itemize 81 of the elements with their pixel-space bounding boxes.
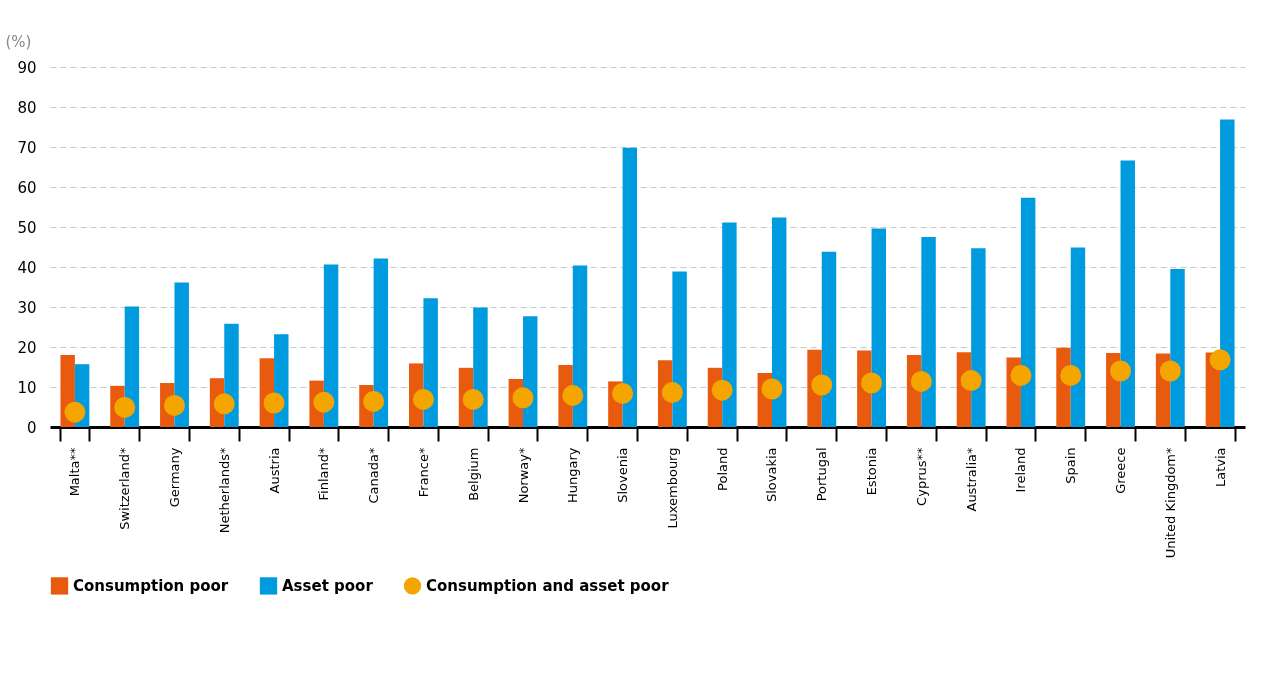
x-tick-label: Finland* <box>316 447 332 501</box>
point <box>462 388 484 410</box>
point <box>512 387 534 409</box>
bar <box>174 282 189 427</box>
bar <box>722 222 737 427</box>
legend-label: Asset poor <box>282 576 374 595</box>
x-tick-label: Hungary <box>565 447 581 504</box>
x-tick-label: Slovakia <box>764 447 780 503</box>
point <box>1209 349 1231 371</box>
bar <box>622 147 638 427</box>
bar <box>821 251 837 427</box>
bar <box>672 271 687 427</box>
x-tick-label: Malta** <box>67 447 83 497</box>
point <box>163 394 185 416</box>
x-tick-label: France* <box>415 447 431 498</box>
bar <box>1120 160 1135 427</box>
x-tick-label: Norway* <box>515 447 531 504</box>
point <box>412 388 434 410</box>
point <box>363 390 385 412</box>
point <box>661 382 683 404</box>
x-tick-label: Austria <box>266 447 282 494</box>
y-tick-label: 10 <box>17 378 37 397</box>
x-tick-label: Slovenia <box>615 447 631 503</box>
legend-label: Consumption and asset poor <box>426 576 670 595</box>
point <box>910 370 932 392</box>
bar <box>323 264 339 427</box>
bar <box>423 298 438 427</box>
point <box>213 393 235 415</box>
x-tick-label: Spain <box>1063 447 1079 484</box>
point <box>263 392 285 414</box>
y-axis-title: (%) <box>5 32 32 51</box>
bar <box>921 237 936 427</box>
point <box>562 384 584 406</box>
y-tick-label: 60 <box>17 178 37 197</box>
x-tick-label: Belgium <box>465 447 481 501</box>
x-tick-label: Netherlands* <box>216 447 232 534</box>
point <box>612 382 634 404</box>
point <box>1159 360 1181 382</box>
point <box>1010 364 1032 386</box>
x-tick-label: Poland <box>714 447 730 491</box>
x-tick-label: Ireland <box>1013 447 1029 493</box>
x-tick-label: Germany <box>166 447 182 508</box>
point <box>861 372 883 394</box>
bar <box>871 228 886 427</box>
bar <box>971 248 986 427</box>
y-tick-label: 40 <box>17 258 37 277</box>
point <box>711 379 733 401</box>
bar <box>473 307 488 427</box>
x-tick-label: Cyprus** <box>913 447 929 506</box>
bar <box>1020 197 1036 427</box>
x-tick-label: Greece <box>1113 447 1129 494</box>
point <box>64 401 86 423</box>
point <box>313 391 335 413</box>
y-tick-label: 20 <box>17 338 37 357</box>
y-tick-label: 30 <box>17 298 37 317</box>
point <box>761 378 783 400</box>
bar <box>572 265 588 427</box>
y-tick-label: 70 <box>17 138 37 157</box>
x-tick-label: Luxembourg <box>664 447 680 529</box>
y-tick-label: 50 <box>17 218 37 237</box>
bar <box>1070 247 1086 427</box>
bar <box>1170 269 1185 427</box>
point <box>1110 360 1132 382</box>
bar <box>771 217 787 427</box>
bar <box>1220 119 1235 427</box>
y-tick-label: 90 <box>17 58 37 77</box>
x-tick-label: Australia* <box>963 447 979 512</box>
point <box>1060 364 1082 386</box>
x-tick-label: Portugal <box>814 447 830 502</box>
point <box>960 370 982 392</box>
bar <box>373 258 389 427</box>
point <box>114 396 136 418</box>
x-tick-label: United Kingdom* <box>1162 447 1178 559</box>
legend-label: Consumption poor <box>73 576 229 595</box>
x-tick-label: Latvia <box>1212 447 1228 488</box>
x-tick-label: Switzerland* <box>117 447 133 530</box>
y-tick-label: 0 <box>26 418 37 437</box>
x-tick-label: Canada* <box>366 447 382 504</box>
x-tick-label: Estonia <box>864 447 880 496</box>
y-tick-label: 80 <box>17 98 37 117</box>
point <box>811 374 833 396</box>
